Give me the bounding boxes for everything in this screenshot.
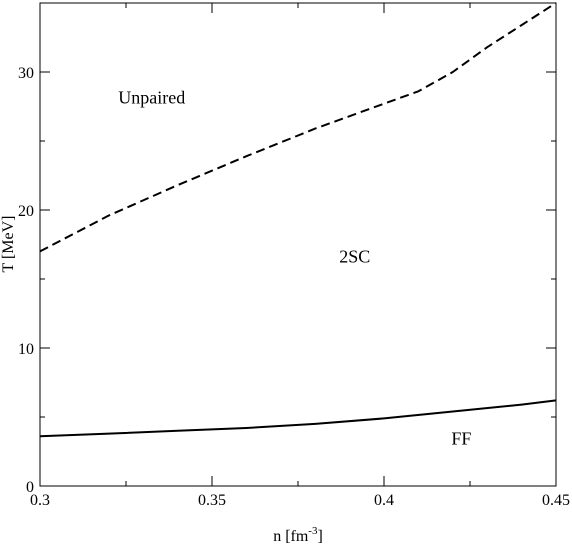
axis-tick-labels: 0.3 0.35 0.4 0.45 0 10 20 30	[18, 65, 570, 509]
series-layer	[39, 2, 557, 438]
axis-ticks	[39, 3, 557, 487]
x-tick-label: 0.3	[30, 492, 50, 509]
y-tick-label: 10	[18, 341, 34, 358]
x-tick-label: 0.4	[374, 492, 394, 509]
region-label-unpaired: Unpaired	[118, 88, 185, 108]
y-axis-label: T [MeV]	[0, 215, 17, 272]
y-tick-label: 30	[18, 65, 34, 82]
solid-boundary-line	[39, 399, 557, 438]
region-labels: Unpaired 2SC FF	[118, 88, 471, 449]
plot-frame	[39, 2, 557, 487]
x-axis-label: n [fm-3]	[273, 525, 323, 545]
x-tick-label: 0.35	[198, 492, 226, 509]
y-tick-label: 20	[18, 203, 34, 220]
y-tick-label: 0	[26, 479, 34, 496]
region-label-ff: FF	[451, 429, 471, 449]
x-tick-label: 0.45	[542, 492, 570, 509]
region-label-2sc: 2SC	[339, 246, 370, 266]
dashed-boundary-line	[39, 2, 557, 253]
